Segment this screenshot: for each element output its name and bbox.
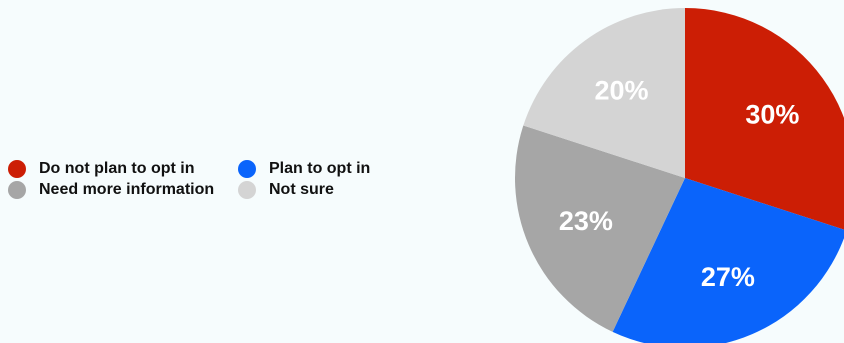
legend-swatch-plan-to-opt-in [238,160,256,178]
legend-label-do-not-plan: Do not plan to opt in [39,160,195,177]
pie-slice-need-more-information [515,125,685,332]
legend-label-need-more-info: Need more information [39,181,215,198]
slice-label-not-sure: 20% [594,76,648,106]
slice-label-plan-to-opt-in: 27% [701,262,755,292]
pie-slice-plan-to-opt-in [612,178,844,343]
slice-label-do-not-plan-to-opt-in: 30% [745,100,799,130]
legend-item-not-sure: Not sure [238,180,378,200]
legend-swatch-not-sure [238,181,256,199]
legend-swatch-need-more-info [8,181,26,199]
legend-item-plan-to-opt-in: Plan to opt in [238,159,378,179]
pie-slice-not-sure [523,8,685,178]
legend-label-plan-to-opt-in: Plan to opt in [269,160,371,177]
chart-legend: Do not plan to opt in Plan to opt in Nee… [8,159,378,200]
legend-swatch-do-not-plan [8,160,26,178]
pie-slice-do-not-plan-to-opt-in [685,8,844,230]
legend-item-do-not-plan: Do not plan to opt in [8,159,238,179]
legend-label-not-sure: Not sure [269,181,334,198]
legend-item-need-more-info: Need more information [8,180,238,200]
slice-label-need-more-information: 23% [559,206,613,236]
